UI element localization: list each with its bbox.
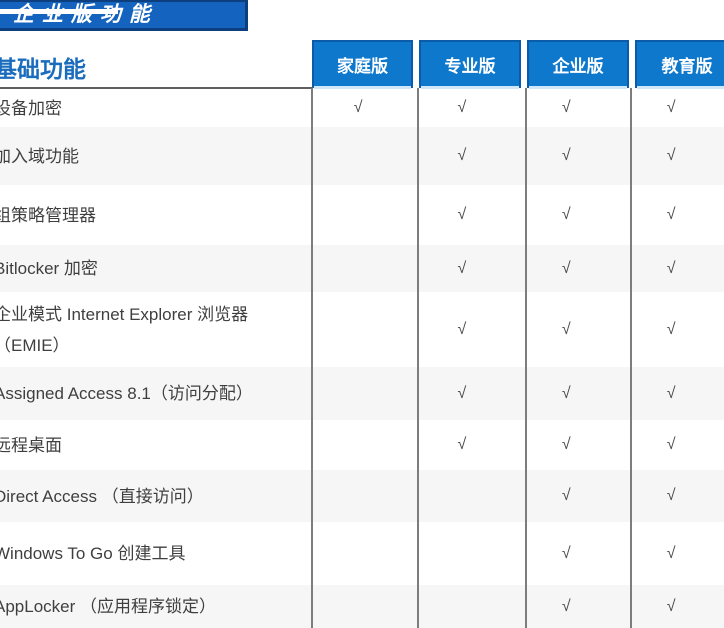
feature-label: 设备加密 [0,98,62,118]
check-cell-pro: √ [457,99,467,116]
check-cell-education: √ [666,99,676,116]
feature-label: 组策略管理器 [0,205,96,225]
column-header-education: 教育版 [635,40,724,89]
check-cell-enterprise: √ [561,436,571,453]
page-title: 企业版功能 [13,3,158,26]
check-cell-education: √ [666,384,676,402]
check-cell-home [307,470,410,522]
check-cell-pro [410,522,515,585]
feature-label: 远程桌面 [0,435,62,455]
check-cell-education: √ [666,487,676,504]
feature-label: Bitlocker 加密 [0,259,98,278]
table-row: Windows To Go 创建工具 √ √ [0,522,724,585]
check-cell-pro: √ [457,436,467,453]
table-row: 设备加密 √ √ √ √ [0,89,724,127]
check-cell-education: √ [666,320,676,338]
check-cell-pro: √ [457,206,467,223]
column-header-pro: 专业版 [419,40,521,89]
table-row: 企业模式 Internet Explorer 浏览器 （EMIE） √ √ √ [0,292,724,367]
table-row: 组策略管理器 √ √ √ [0,185,724,245]
column-header-enterprise: 企业版 [527,40,629,89]
page-title-banner: 企业版功能 [0,0,248,31]
check-cell-enterprise: √ [561,487,571,504]
table-row: 加入域功能 √ √ √ [0,127,724,185]
section-heading: 基础功能 [0,56,86,82]
column-divider [311,88,313,628]
check-cell-enterprise: √ [561,206,571,223]
table-row: Bitlocker 加密 √ √ √ [0,245,724,292]
check-cell-pro: √ [457,147,467,164]
check-cell-home [307,245,410,292]
check-cell-education: √ [666,544,676,562]
check-cell-enterprise: √ [561,259,571,277]
feature-label: Assigned Access 8.1（访问分配） [0,384,253,403]
check-cell-home [307,420,410,470]
check-cell-home [307,367,410,420]
table-row: AppLocker （应用程序锁定） √ √ [0,585,724,628]
check-cell-education: √ [666,206,676,223]
feature-table: 设备加密 √ √ √ √ 加入域功能 √ √ √ 组策略管理器 √ √ √ Bi… [0,89,724,628]
check-cell-enterprise: √ [561,320,571,338]
strikethrough-line [0,9,118,14]
check-cell-education: √ [666,436,676,453]
column-divider [525,88,527,628]
check-cell-education: √ [666,597,676,615]
check-cell-enterprise: √ [561,597,571,615]
check-cell-pro: √ [457,384,467,402]
check-cell-education: √ [666,259,676,277]
check-cell-enterprise: √ [561,544,571,562]
feature-label: AppLocker （应用程序锁定） [0,597,216,616]
check-cell-enterprise: √ [561,99,571,116]
feature-label: Windows To Go 创建工具 [0,544,186,563]
column-divider [417,88,419,628]
check-cell-pro [410,585,515,628]
table-row: 远程桌面 √ √ √ [0,420,724,470]
table-row: Assigned Access 8.1（访问分配） √ √ √ [0,367,724,420]
column-header-home: 家庭版 [312,40,413,89]
check-cell-home [307,585,410,628]
table-row: Direct Access （直接访问） √ √ [0,470,724,522]
check-cell-enterprise: √ [561,384,571,402]
check-cell-pro: √ [457,320,467,338]
check-cell-home [307,522,410,585]
check-cell-home: √ [353,99,363,116]
table-top-border [0,87,313,89]
check-cell-pro: √ [457,259,467,277]
column-divider [630,88,632,628]
check-cell-education: √ [666,147,676,164]
check-cell-home [307,185,410,245]
check-cell-enterprise: √ [561,147,571,164]
feature-label: 加入域功能 [0,146,79,166]
feature-label: 企业模式 Internet Explorer 浏览器 （EMIE） [0,304,249,355]
check-cell-home [307,127,410,185]
check-cell-pro [410,470,515,522]
feature-label: Direct Access （直接访问） [0,486,204,506]
check-cell-home [307,292,410,367]
